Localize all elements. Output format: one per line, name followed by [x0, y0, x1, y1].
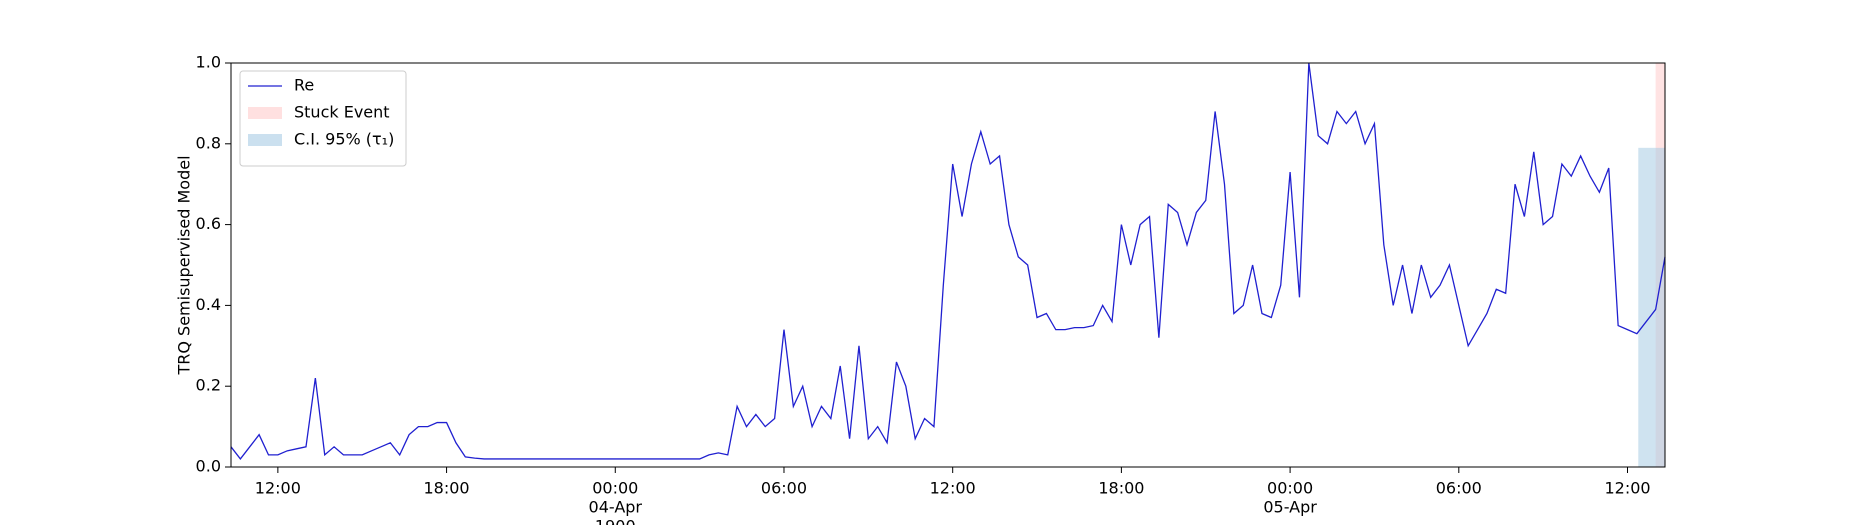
legend-label: Re — [294, 76, 314, 95]
legend-swatch — [248, 134, 282, 146]
x-tick-label: 04-Apr — [589, 498, 643, 517]
y-tick-label: 0.0 — [196, 457, 221, 476]
legend: Re Stuck Event C.I. 95% (τ₁) — [239, 70, 407, 167]
x-tick-label: 12:00 — [930, 479, 976, 498]
x-tick-label: 05-Apr — [1263, 498, 1317, 517]
x-tick-label: 00:00 — [1267, 479, 1313, 498]
span — [1638, 147, 1665, 467]
y-tick-label: 0.6 — [196, 214, 221, 233]
legend-swatch — [248, 107, 282, 119]
y-axis-label: TRQ Semisupervised Model — [175, 155, 194, 375]
y-tick-label: 1.0 — [196, 53, 221, 72]
x-tick-label: 18:00 — [1098, 479, 1144, 498]
y-tick-label: 0.8 — [196, 133, 221, 152]
x-tick-label: 06:00 — [1436, 479, 1482, 498]
legend-label: C.I. 95% (τ₁) — [294, 130, 394, 149]
legend-label: Stuck Event — [294, 103, 390, 122]
x-tick-label: 12:00 — [255, 479, 301, 498]
line-series — [230, 62, 1666, 460]
x-tick-label: 12:00 — [1604, 479, 1650, 498]
y-tick-label: 0.2 — [196, 376, 221, 395]
x-tick-label: 00:00 — [592, 479, 638, 498]
plot-frame — [230, 62, 1666, 468]
x-tick-label: 1900 — [595, 517, 636, 525]
y-tick-label: 0.4 — [196, 295, 221, 314]
x-tick-label: 18:00 — [424, 479, 470, 498]
x-tick-label: 06:00 — [761, 479, 807, 498]
